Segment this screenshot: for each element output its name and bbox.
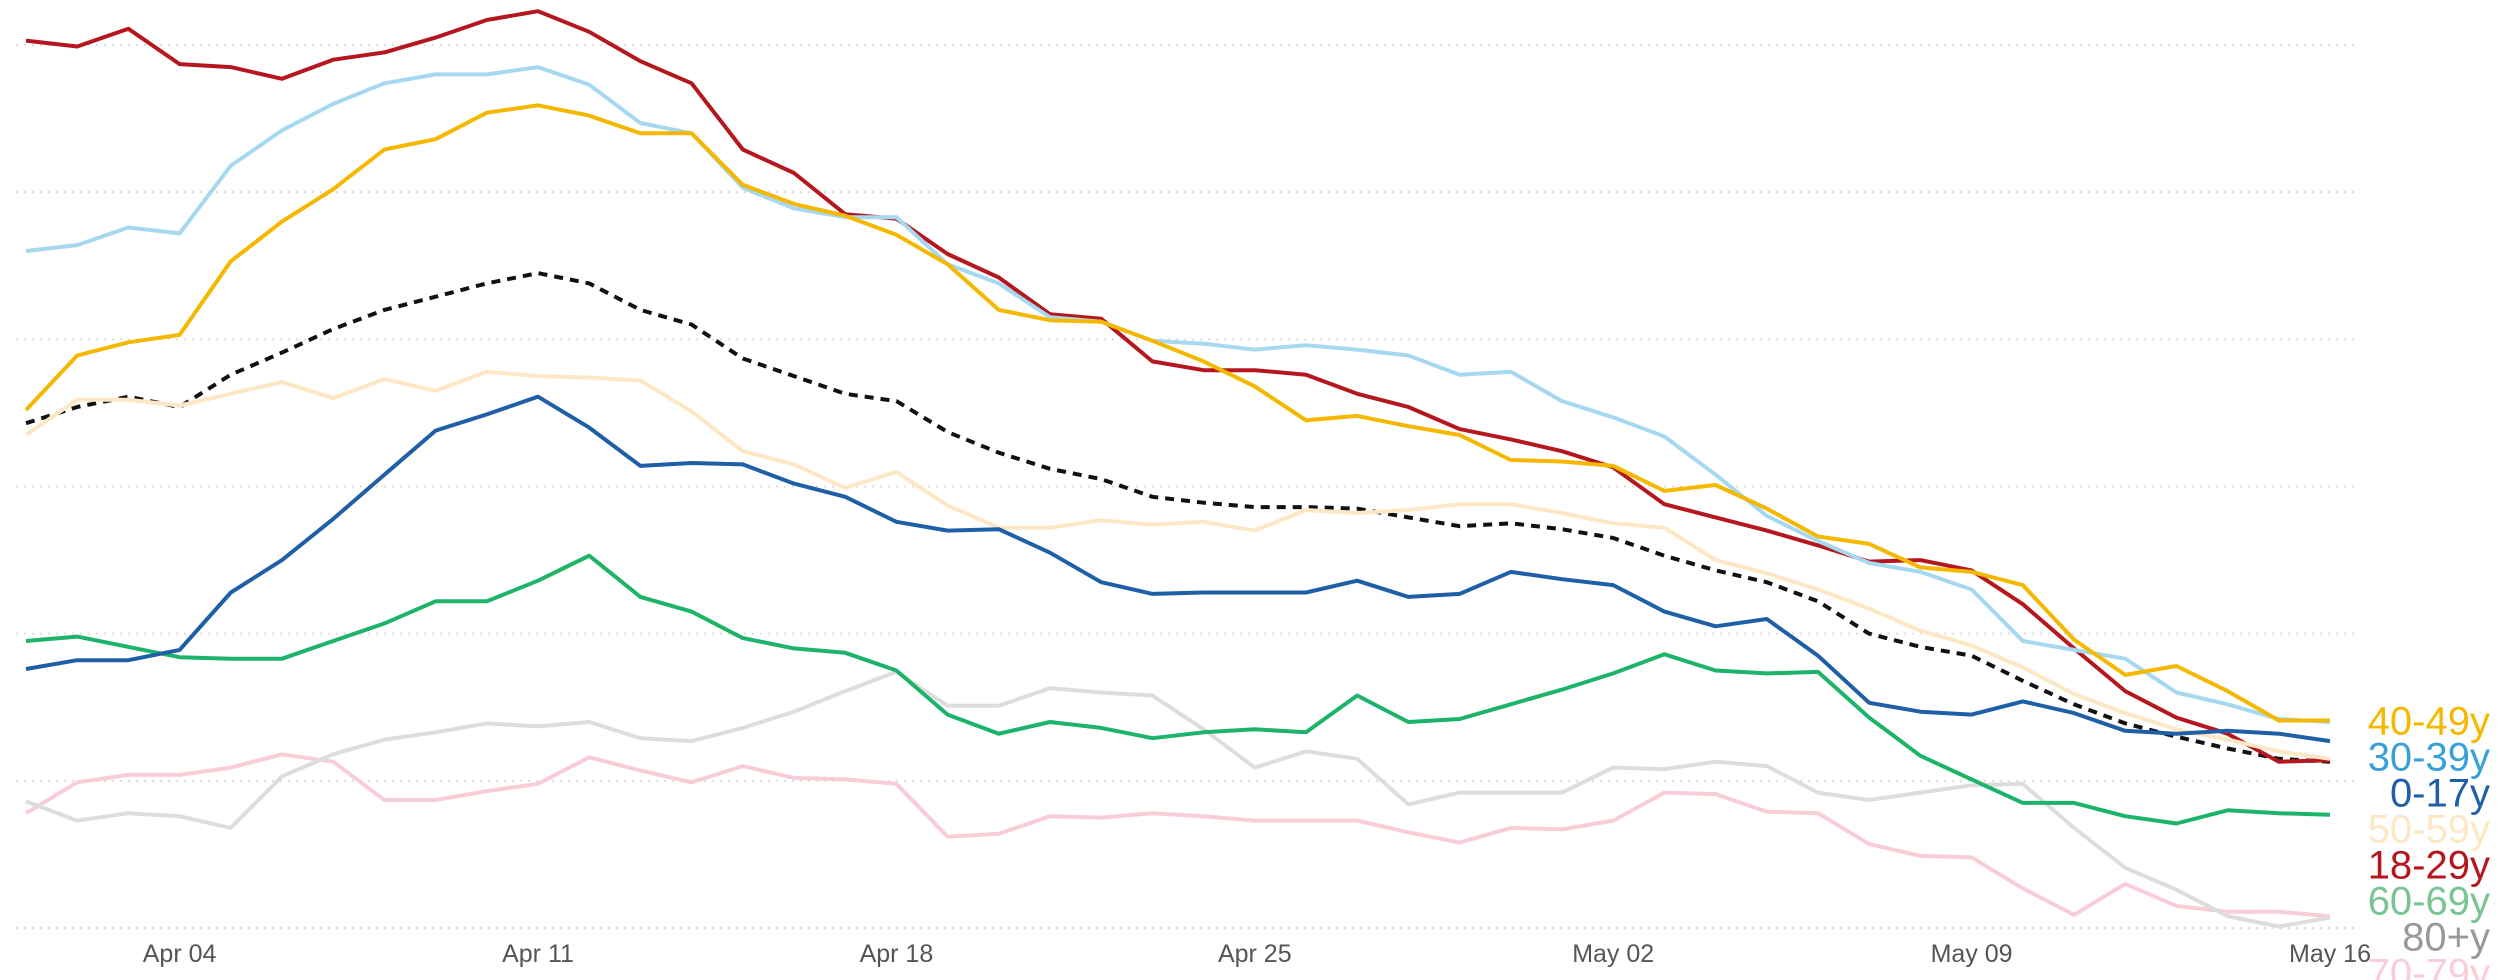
series-line xyxy=(24,369,2331,761)
series-line xyxy=(25,9,2331,764)
legend-label: 40-49y xyxy=(2368,699,2490,743)
series-line xyxy=(24,752,2331,919)
legend-label: 30-39y xyxy=(2368,735,2490,779)
x-tick-label: May 16 xyxy=(2289,940,2371,968)
x-tick-label: Apr 25 xyxy=(1218,940,1292,968)
legend-label: 18-29y xyxy=(2368,843,2490,887)
x-tick-label: May 02 xyxy=(1572,940,1654,968)
series-line xyxy=(25,669,2331,929)
x-tick-label: Apr 04 xyxy=(143,940,217,968)
series-line xyxy=(25,65,2331,724)
legend-label: 60-69y xyxy=(2368,879,2490,923)
legend-label: 50-59y xyxy=(2368,807,2490,851)
series-line xyxy=(25,271,2331,764)
series-line xyxy=(25,394,2331,744)
x-tick-label: Apr 11 xyxy=(502,940,574,968)
legend-label: 0-17y xyxy=(2390,771,2490,815)
legend-label: 70-79y xyxy=(2368,951,2490,980)
x-tick-label: Apr 18 xyxy=(860,940,934,968)
series-line xyxy=(24,103,2330,723)
legend-label: 80+y xyxy=(2402,915,2490,959)
series-line xyxy=(25,553,2331,826)
x-tick-label: May 09 xyxy=(1931,940,2013,968)
